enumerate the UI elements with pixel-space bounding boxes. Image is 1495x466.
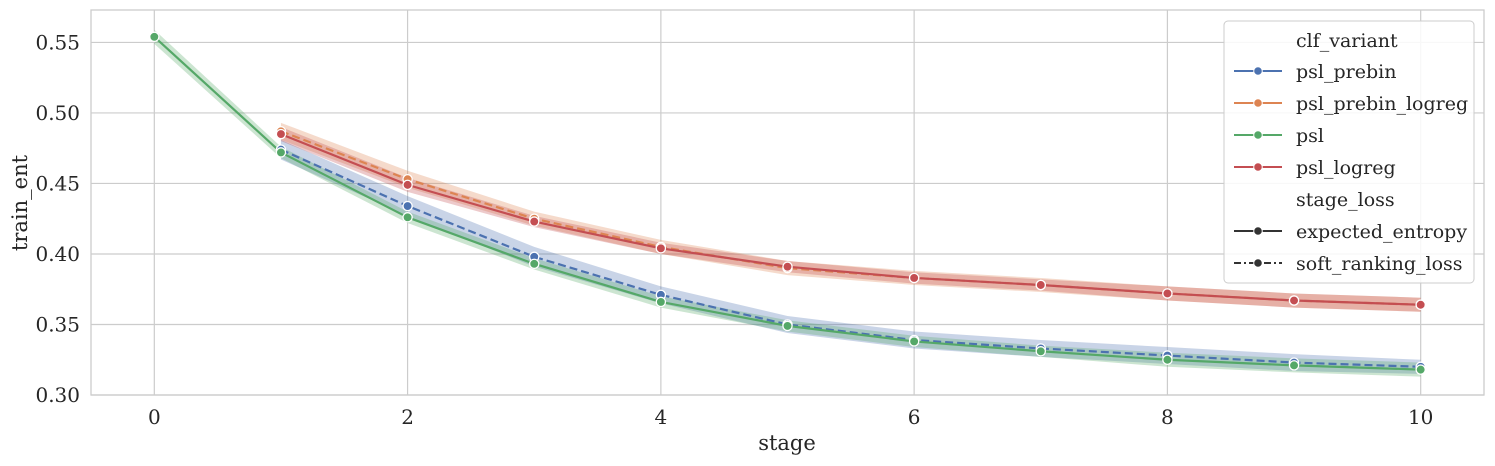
- legend-label: psl_prebin_logreg: [1296, 93, 1468, 115]
- data-point-psl_logreg: [908, 272, 920, 284]
- y-tick-label: 0.45: [35, 171, 80, 195]
- x-tick-label: 6: [908, 405, 921, 429]
- data-point-psl: [528, 258, 540, 270]
- y-tick-label: 0.50: [35, 101, 80, 125]
- data-point-psl_prebin: [402, 200, 413, 212]
- data-point-psl: [275, 147, 287, 158]
- y-tick-labels: 0.30 0.35 0.40 0.45 0.50 0.55: [35, 30, 80, 407]
- legend-label: psl_prebin: [1296, 61, 1396, 83]
- y-tick-label: 0.55: [35, 30, 80, 54]
- data-point-psl: [1288, 360, 1300, 371]
- legend-marker-psl_prebin_logreg: [1253, 98, 1263, 108]
- x-tick-label: 4: [654, 405, 667, 429]
- ci-band-psl_logreg: [280, 127, 1421, 312]
- data-point-psl_logreg: [1288, 295, 1300, 306]
- series-line-psl_logreg: [280, 133, 1421, 306]
- legend-style-title: stage_loss: [1296, 189, 1395, 211]
- data-point-psl_logreg: [655, 243, 667, 254]
- series-line-psl_prebin: [280, 148, 1421, 368]
- data-point-psl_logreg: [782, 261, 793, 272]
- data-point-psl_logreg: [1035, 279, 1047, 291]
- data-point-psl: [908, 336, 920, 347]
- x-tick-label: 0: [148, 405, 161, 429]
- series-markers: [149, 31, 1426, 375]
- ci-band-psl_prebin: [280, 139, 1421, 374]
- y-tick-label: 0.35: [35, 312, 80, 336]
- y-axis-label: train_ent: [8, 154, 32, 251]
- legend-marker-psl_prebin: [1253, 66, 1263, 76]
- data-point-psl_logreg: [275, 128, 287, 140]
- legend-label: soft_ranking_loss: [1296, 253, 1463, 275]
- data-point-psl_logreg: [1162, 288, 1173, 299]
- x-tick-label: 2: [401, 405, 414, 429]
- x-tick-labels: 0 2 4 6 8 10: [148, 405, 1433, 429]
- data-point-psl: [1415, 364, 1426, 375]
- data-point-psl: [782, 320, 793, 332]
- legend-label: psl_logreg: [1296, 157, 1396, 179]
- data-point-psl: [1162, 354, 1173, 365]
- legend-label: psl: [1296, 125, 1324, 147]
- x-tick-label: 10: [1408, 405, 1433, 429]
- data-point-psl_logreg: [528, 216, 540, 227]
- y-tick-label: 0.30: [35, 383, 80, 407]
- legend-marker-psl: [1253, 130, 1263, 140]
- data-point-psl: [655, 296, 667, 308]
- y-tick-label: 0.40: [35, 242, 80, 266]
- legend-hue-title: clf_variant: [1296, 30, 1398, 52]
- legend-style-entries: expected_entropy soft_ranking_loss: [1234, 221, 1467, 275]
- data-point-psl: [1035, 346, 1047, 357]
- legend-frame: [1223, 20, 1475, 284]
- legend-marker-soft_ranking_loss: [1253, 258, 1263, 268]
- x-axis-label: stage: [758, 431, 816, 455]
- x-tick-label: 8: [1161, 405, 1174, 429]
- legend-marker-expected_entropy: [1253, 226, 1263, 236]
- data-point-psl_logreg: [402, 179, 413, 191]
- legend-marker-psl_logreg: [1253, 162, 1263, 172]
- data-point-psl: [149, 31, 160, 43]
- plot-frame: [90, 9, 1485, 396]
- data-point-psl_logreg: [1415, 299, 1426, 310]
- legend: clf_variant psl_prebinpsl_prebin_logregp…: [1223, 20, 1475, 284]
- data-point-psl: [402, 212, 413, 223]
- legend-label: expected_entropy: [1296, 221, 1467, 243]
